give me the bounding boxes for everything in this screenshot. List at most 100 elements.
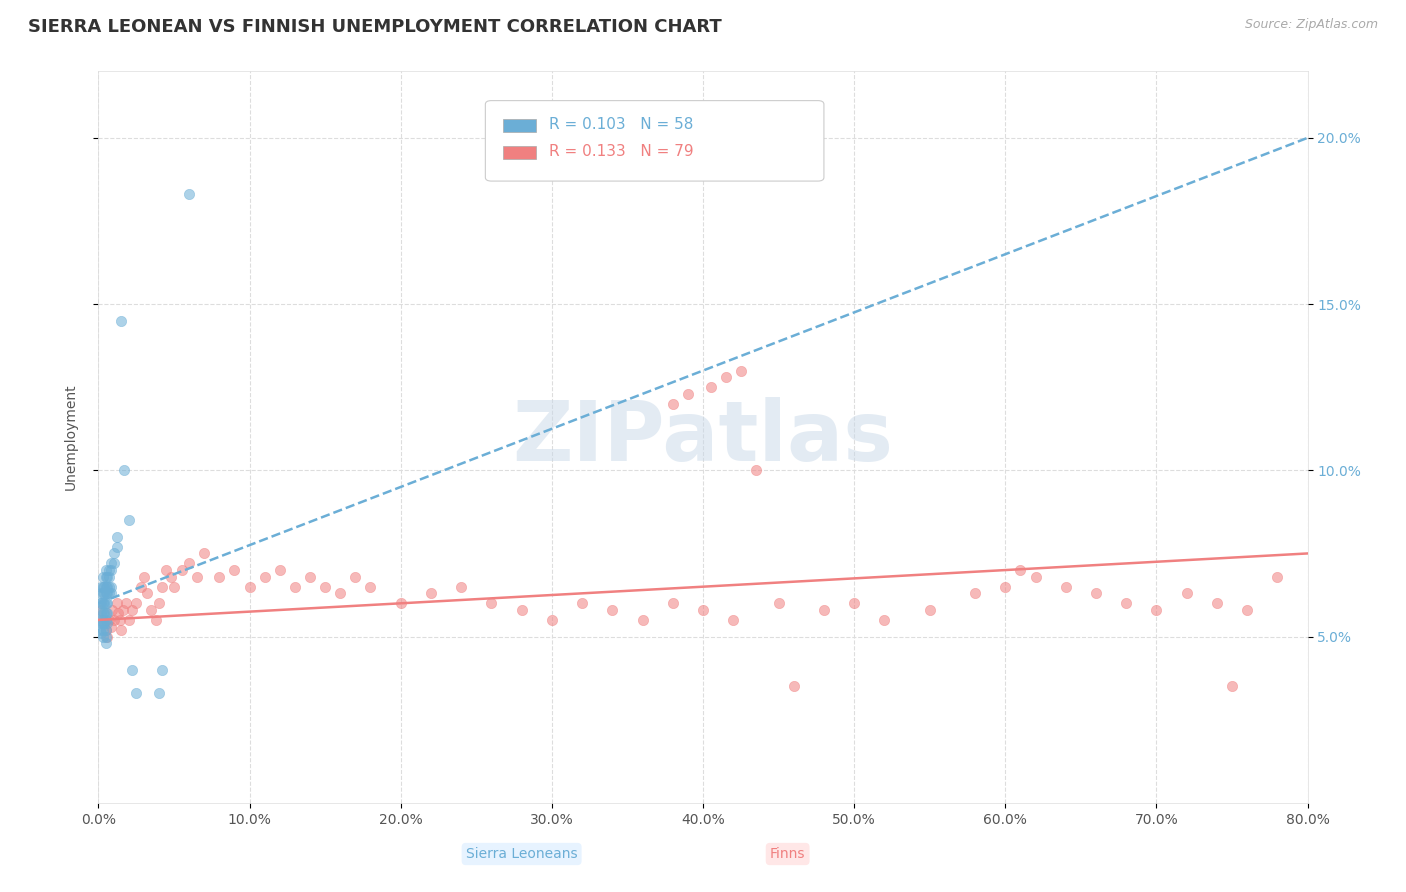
Point <box>103 546 125 560</box>
Point <box>101 603 124 617</box>
Point <box>420 586 443 600</box>
Point <box>112 463 135 477</box>
Point <box>103 613 125 627</box>
Point <box>148 686 170 700</box>
Point <box>94 613 117 627</box>
Point <box>90 607 112 621</box>
Point <box>96 586 118 600</box>
Point <box>1115 596 1137 610</box>
Point <box>1144 603 1167 617</box>
Point <box>93 607 115 621</box>
Point <box>98 613 121 627</box>
Point <box>118 513 141 527</box>
Point <box>90 626 112 640</box>
Point <box>94 563 117 577</box>
Point <box>94 630 117 644</box>
Point <box>918 603 941 617</box>
Point <box>91 623 114 637</box>
Point <box>389 596 412 610</box>
Point <box>98 563 121 577</box>
Point <box>105 530 128 544</box>
Point <box>1024 570 1046 584</box>
Text: Finns: Finns <box>770 847 806 861</box>
Point <box>1175 586 1198 600</box>
Point <box>96 607 118 621</box>
Point <box>540 613 562 627</box>
Point <box>96 630 118 644</box>
Point <box>994 580 1017 594</box>
Point <box>110 623 132 637</box>
Point <box>94 570 117 584</box>
Point <box>125 686 148 700</box>
Text: SIERRA LEONEAN VS FINNISH UNEMPLOYMENT CORRELATION CHART: SIERRA LEONEAN VS FINNISH UNEMPLOYMENT C… <box>28 18 721 36</box>
Point <box>745 463 768 477</box>
Point <box>121 603 143 617</box>
Text: R = 0.133   N = 79: R = 0.133 N = 79 <box>550 145 695 160</box>
Point <box>94 607 117 621</box>
Point <box>1010 563 1032 577</box>
Point <box>193 546 215 560</box>
Point <box>661 397 683 411</box>
Point <box>299 570 322 584</box>
Point <box>314 580 336 594</box>
Point <box>118 613 141 627</box>
Point <box>768 596 790 610</box>
Text: Sierra Leoneans: Sierra Leoneans <box>465 847 578 861</box>
Point <box>661 596 683 610</box>
Point <box>873 613 896 627</box>
Point <box>94 623 117 637</box>
Point <box>105 596 128 610</box>
FancyBboxPatch shape <box>503 119 536 132</box>
Point <box>98 586 121 600</box>
Point <box>692 603 714 617</box>
Point <box>89 596 111 610</box>
Point <box>699 380 721 394</box>
Point <box>1054 580 1077 594</box>
Point <box>1267 570 1289 584</box>
Point <box>100 586 122 600</box>
Point <box>98 570 121 584</box>
Point <box>179 187 201 202</box>
Point <box>93 586 115 600</box>
Point <box>100 619 122 633</box>
Point <box>91 616 114 631</box>
Point <box>141 603 163 617</box>
Point <box>100 557 122 571</box>
Point <box>89 613 111 627</box>
Point <box>91 580 114 594</box>
Point <box>344 570 367 584</box>
Point <box>90 596 112 610</box>
Point <box>510 603 533 617</box>
Point <box>253 570 276 584</box>
Point <box>329 586 352 600</box>
Text: ZIPatlas: ZIPatlas <box>513 397 893 477</box>
Point <box>284 580 307 594</box>
Point <box>121 663 143 677</box>
Point <box>1085 586 1108 600</box>
Point <box>150 663 173 677</box>
Point <box>96 570 118 584</box>
Point <box>208 570 231 584</box>
Point <box>91 607 114 621</box>
Point <box>224 563 246 577</box>
Point <box>111 603 134 617</box>
Point <box>105 540 128 554</box>
Point <box>148 596 170 610</box>
Point <box>90 603 112 617</box>
Point <box>100 580 122 594</box>
Point <box>783 680 806 694</box>
Point <box>730 363 752 377</box>
Point <box>150 580 173 594</box>
Point <box>93 596 115 610</box>
Point <box>135 586 157 600</box>
Point <box>89 623 111 637</box>
Point <box>813 603 835 617</box>
Point <box>114 596 136 610</box>
Point <box>93 580 115 594</box>
Point <box>94 596 117 610</box>
Point <box>844 596 866 610</box>
Point <box>100 563 122 577</box>
Point <box>110 314 132 328</box>
Point <box>1220 680 1243 694</box>
Point <box>98 580 121 594</box>
